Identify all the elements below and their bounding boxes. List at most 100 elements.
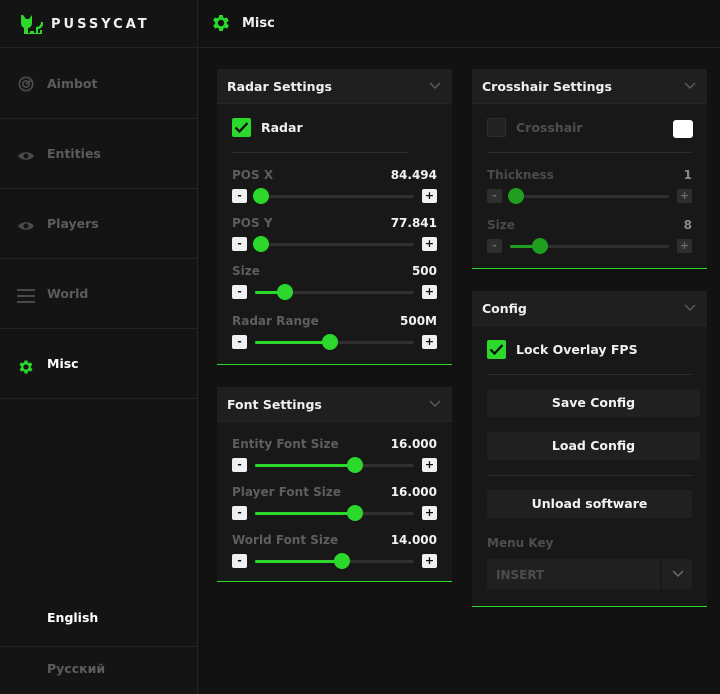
slider-label: Entity Font Size [232,437,339,451]
decrement-button[interactable]: - [232,285,247,299]
slider-fill [255,560,343,563]
slider-label: POS X [232,168,274,182]
decrement-button[interactable]: - [487,189,502,203]
checkmark-icon [489,344,504,356]
lock-overlay-fps-label: Lock Overlay FPS [516,342,638,357]
language-english[interactable]: English [0,594,198,642]
header: Misc [199,0,720,48]
slider-value: 14.000 [390,533,437,547]
sidebar-item-world[interactable]: World [0,259,198,329]
decrement-button[interactable]: - [232,458,247,472]
increment-button[interactable]: + [677,239,692,253]
increment-button[interactable]: + [422,285,437,299]
slider-track[interactable] [255,553,414,569]
chevron-down-icon [684,304,696,312]
save-config-button[interactable]: Save Config [487,389,700,417]
increment-button[interactable]: + [422,554,437,568]
sidebar-item-players[interactable]: Players [0,189,198,259]
language-label: Русский [47,661,106,676]
slider-fill [510,245,541,248]
sidebar-item-label: Players [47,216,99,231]
radar-settings-panel: Radar Settings Radar POS X 84.494 - + PO… [217,69,452,365]
menu-lines-icon [17,289,35,303]
language-russian[interactable]: Русский [0,646,198,694]
eye-icon [18,222,34,230]
crosshair-checkbox[interactable] [487,118,506,137]
slider-value: 77.841 [390,216,437,230]
panel-title: Config [482,301,527,316]
panel-header[interactable]: Crosshair Settings [472,69,707,104]
load-config-button[interactable]: Load Config [487,432,700,460]
panel-header[interactable]: Config [472,291,707,326]
decrement-button[interactable]: - [232,335,247,349]
sidebar-item-aimbot[interactable]: Aimbot [0,49,198,119]
dropdown-button[interactable] [660,559,692,589]
decrement-button[interactable]: - [232,189,247,203]
divider [232,152,409,153]
slider-fill [255,512,356,515]
menu-key-label: Menu Key [487,536,554,550]
slider-track[interactable] [255,457,414,473]
panel-header[interactable]: Font Settings [217,387,452,422]
chevron-down-icon [429,400,441,408]
slider-thumb[interactable] [253,188,270,204]
decrement-button[interactable]: - [487,239,502,253]
slider-track[interactable] [508,188,669,204]
slider-value: 500 [411,264,437,278]
chevron-down-icon [429,82,441,90]
panel-title: Font Settings [227,397,322,412]
slider-fill [255,464,356,467]
slider-thumb[interactable] [277,284,294,300]
menu-key-select[interactable]: INSERT [487,559,692,589]
language-label: English [47,610,99,625]
slider-thumb[interactable] [334,553,351,569]
sidebar: PUSSYCAT Aimbot Entities Players World [0,0,198,694]
increment-button[interactable]: + [677,189,692,203]
increment-button[interactable]: + [422,189,437,203]
radar-checkbox[interactable] [232,118,251,137]
decrement-button[interactable]: - [232,506,247,520]
panel-title: Radar Settings [227,79,332,94]
slider-fill [255,291,286,294]
sidebar-item-entities[interactable]: Entities [0,119,198,189]
crosshair-settings-panel: Crosshair Settings Crosshair Thickness 1… [472,69,707,269]
increment-button[interactable]: + [422,237,437,251]
slider-label: Size [232,264,260,278]
slider-track[interactable] [510,238,669,254]
increment-button[interactable]: + [422,506,437,520]
slider-label: POS Y [232,216,273,230]
slider-track[interactable] [255,284,414,300]
menu-key-value: INSERT [496,568,545,582]
gear-icon [19,360,33,374]
increment-button[interactable]: + [422,335,437,349]
slider-fill [255,341,330,344]
slider-thumb[interactable] [253,236,270,252]
sidebar-item-misc[interactable]: Misc [0,329,198,399]
slider-thumb[interactable] [508,188,525,204]
divider [487,475,692,476]
slider-track[interactable] [253,188,414,204]
slider-thumb[interactable] [347,505,364,521]
lock-overlay-fps-checkbox[interactable] [487,340,506,359]
slider-label: Thickness [487,168,554,182]
increment-button[interactable]: + [422,458,437,472]
crosshair-color-swatch[interactable] [673,120,693,138]
slider-track[interactable] [255,334,414,350]
slider-label: Radar Range [232,314,319,328]
slider-track[interactable] [253,236,414,252]
config-panel: Config Lock Overlay FPS Save Config Load… [472,291,707,607]
slider-thumb[interactable] [321,334,338,350]
checkmark-icon [234,122,249,134]
cat-logo-icon [21,15,43,34]
radar-checkbox-label: Radar [261,120,303,135]
decrement-button[interactable]: - [232,237,247,251]
decrement-button[interactable]: - [232,554,247,568]
slider-track[interactable] [255,505,414,521]
slider-thumb[interactable] [347,457,364,473]
chevron-down-icon [672,570,684,578]
slider-thumb[interactable] [532,238,549,254]
unload-software-button[interactable]: Unload software [487,490,692,518]
panel-header[interactable]: Radar Settings [217,69,452,104]
crosshair-checkbox-label: Crosshair [516,120,583,135]
logo: PUSSYCAT [0,0,198,48]
